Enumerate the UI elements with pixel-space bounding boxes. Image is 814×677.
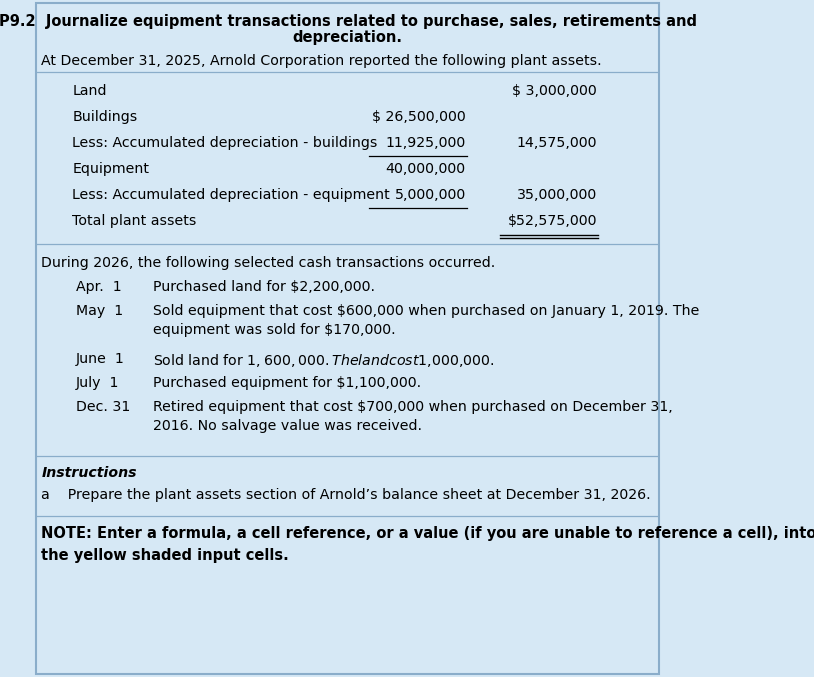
Text: Sold equipment that cost $600,000 when purchased on January 1, 2019. The: Sold equipment that cost $600,000 when p… [153,304,699,318]
Text: June  1: June 1 [76,352,125,366]
Text: a    Prepare the plant assets section of Arnold’s balance sheet at December 31, : a Prepare the plant assets section of Ar… [42,488,651,502]
Text: Sold land for $1,600,000. The land cost $1,000,000.: Sold land for $1,600,000. The land cost … [153,352,495,369]
Text: Apr.  1: Apr. 1 [76,280,121,294]
Text: Land: Land [72,84,107,98]
FancyBboxPatch shape [36,3,659,674]
Text: Dec. 31: Dec. 31 [76,400,130,414]
Text: Equipment: Equipment [72,162,149,176]
Text: 40,000,000: 40,000,000 [386,162,466,176]
Text: During 2026, the following selected cash transactions occurred.: During 2026, the following selected cash… [42,256,496,270]
Text: Instructions: Instructions [42,466,137,480]
Text: Buildings: Buildings [72,110,138,124]
Text: Retired equipment that cost $700,000 when purchased on December 31,: Retired equipment that cost $700,000 whe… [153,400,673,414]
Text: Purchased land for $2,200,000.: Purchased land for $2,200,000. [153,280,375,294]
Text: 11,925,000: 11,925,000 [386,136,466,150]
Text: May  1: May 1 [76,304,123,318]
Text: 2016. No salvage value was received.: 2016. No salvage value was received. [153,419,422,433]
Text: equipment was sold for $170,000.: equipment was sold for $170,000. [153,323,396,337]
Text: Purchased equipment for $1,100,000.: Purchased equipment for $1,100,000. [153,376,422,390]
Text: depreciation.: depreciation. [293,30,403,45]
Text: P9.2  Journalize equipment transactions related to purchase, sales, retirements : P9.2 Journalize equipment transactions r… [0,14,697,29]
Text: Less: Accumulated depreciation - buildings: Less: Accumulated depreciation - buildin… [72,136,378,150]
Text: 35,000,000: 35,000,000 [517,188,597,202]
Text: At December 31, 2025, Arnold Corporation reported the following plant assets.: At December 31, 2025, Arnold Corporation… [42,54,602,68]
Text: $52,575,000: $52,575,000 [507,214,597,228]
Text: Total plant assets: Total plant assets [72,214,196,228]
Text: the yellow shaded input cells.: the yellow shaded input cells. [42,548,289,563]
Text: 14,575,000: 14,575,000 [516,136,597,150]
Text: $ 26,500,000: $ 26,500,000 [372,110,466,124]
Text: 5,000,000: 5,000,000 [395,188,466,202]
Text: Less: Accumulated depreciation - equipment: Less: Accumulated depreciation - equipme… [72,188,390,202]
Text: NOTE: Enter a formula, a cell reference, or a value (if you are unable to refere: NOTE: Enter a formula, a cell reference,… [42,526,814,541]
Text: $ 3,000,000: $ 3,000,000 [512,84,597,98]
Text: July  1: July 1 [76,376,120,390]
